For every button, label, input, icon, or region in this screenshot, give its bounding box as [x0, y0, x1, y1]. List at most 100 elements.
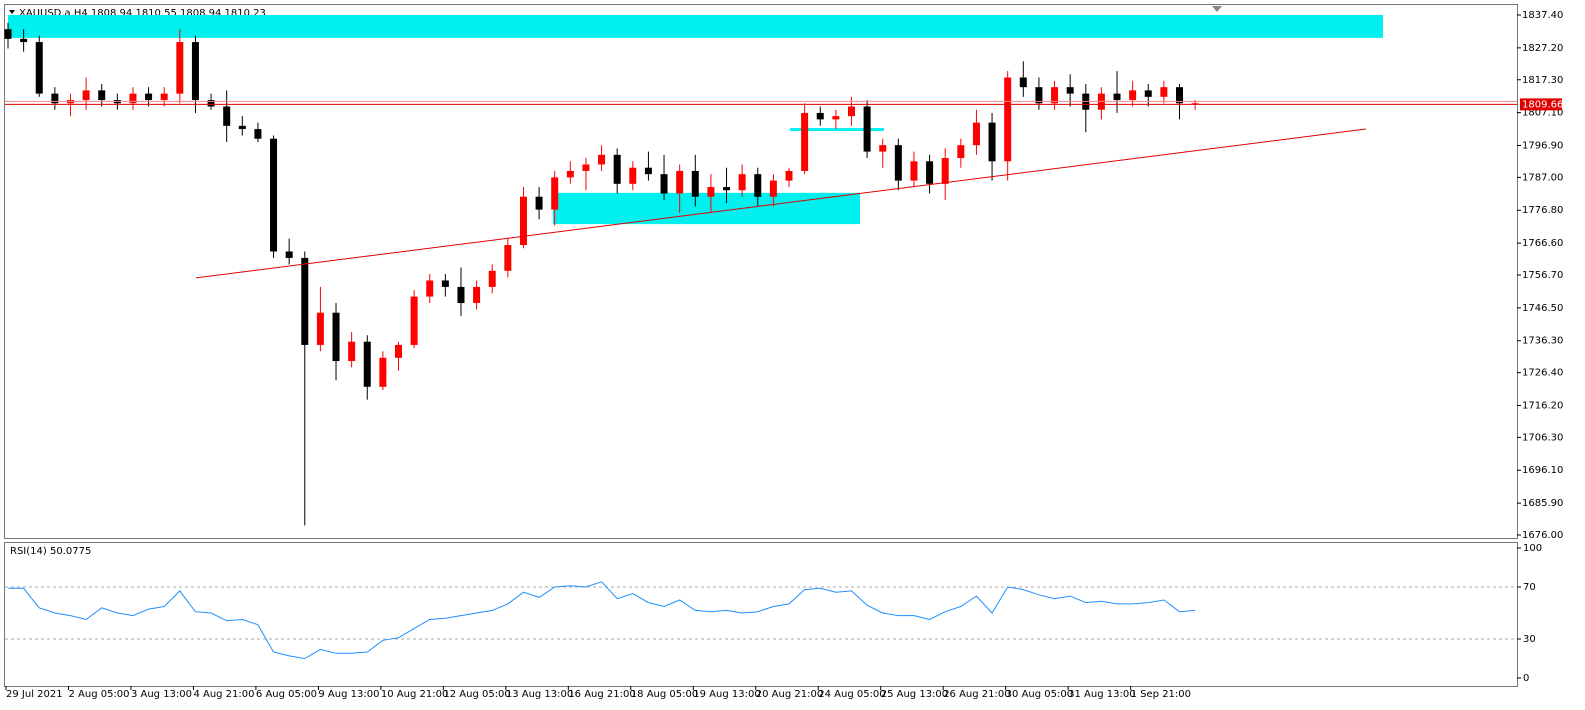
candle-body: [254, 129, 262, 139]
y-tick-label: 1706.30: [1522, 432, 1563, 443]
y-tick-label: 1817.30: [1522, 75, 1563, 86]
x-tick-label: 19 Aug 13:00: [693, 689, 760, 700]
x-tick-label: 10 Aug 21:00: [381, 689, 448, 700]
y-tick-label: 1685.90: [1522, 498, 1563, 509]
candle-body: [769, 180, 777, 197]
y-tick-label: 1766.60: [1522, 238, 1563, 249]
y-tick-label: 1787.00: [1522, 172, 1563, 183]
x-tick-label: 31 Aug 13:00: [1068, 689, 1135, 700]
candle-body: [441, 280, 449, 287]
candle-body: [551, 177, 559, 210]
candle-body: [395, 344, 402, 358]
y-tick-label: 1726.40: [1522, 368, 1563, 379]
x-tick-label: 13 Aug 13:00: [506, 689, 573, 700]
x-tick-label: 12 Aug 05:00: [443, 689, 510, 700]
shift-marker: [1212, 6, 1222, 12]
candle-body: [379, 357, 387, 387]
candle-body: [910, 161, 918, 181]
y-tick-label: 1807.10: [1522, 108, 1563, 119]
zone: [8, 15, 1383, 38]
candle-body: [1019, 77, 1027, 88]
y-tick-label: 30: [1523, 634, 1536, 645]
candle-body: [1004, 77, 1012, 162]
price-label-box: [1520, 98, 1562, 111]
candle-body: [707, 187, 715, 197]
candle-body: [676, 170, 684, 194]
candle-body: [785, 170, 793, 181]
candle-body: [301, 257, 309, 345]
x-tick-label: 6 Aug 05:00: [256, 689, 317, 700]
candle-body: [504, 245, 512, 271]
candle-body: [129, 93, 137, 104]
x-tick-label: 29 Jul 2021: [6, 689, 63, 700]
zone: [553, 192, 860, 225]
x-tick-label: 30 Aug 05:00: [1006, 689, 1073, 700]
candle-body: [754, 174, 762, 197]
candle-body: [82, 90, 90, 101]
y-tick-label: 1736.30: [1522, 336, 1563, 347]
rsi-title: RSI(14) 50.0775: [10, 546, 91, 557]
candle-body: [238, 125, 246, 130]
candle-body: [98, 90, 106, 101]
x-tick-label: 3 Aug 13:00: [131, 689, 192, 700]
candle-body: [332, 312, 340, 362]
price-label: 1809.66: [1522, 99, 1563, 110]
candle-body: [926, 161, 934, 184]
candle-body: [160, 93, 168, 101]
candle-body: [972, 122, 980, 146]
x-tick-label: 18 Aug 05:00: [631, 689, 698, 700]
candle-body: [535, 196, 543, 210]
candle-body: [1144, 90, 1152, 97]
candle-body: [519, 196, 527, 246]
candle-body: [847, 106, 855, 117]
candle-body: [426, 280, 434, 297]
y-tick-label: 70: [1523, 582, 1536, 593]
candle-body: [176, 42, 184, 94]
candle-body: [723, 187, 731, 191]
candle-body: [879, 145, 887, 152]
candle-body: [285, 251, 293, 258]
y-tick-label: 1746.50: [1522, 303, 1563, 314]
candle-body: [863, 106, 871, 152]
y-tick-label: 0: [1523, 673, 1529, 684]
chart-title: XAUUSD.a,H4 1808.94 1810.55 1808.94 1810…: [19, 8, 266, 19]
candle-body: [473, 286, 481, 304]
y-tick-label: 1716.20: [1522, 400, 1563, 411]
candle-body: [363, 341, 371, 387]
candle-body: [832, 116, 840, 120]
x-tick-label: 25 Aug 13:00: [881, 689, 948, 700]
candle-body: [223, 106, 231, 126]
candle-body: [988, 122, 996, 162]
main-panel: [4, 4, 1518, 539]
x-tick-label: 2 Aug 05:00: [68, 689, 129, 700]
candle-body: [51, 93, 59, 104]
candle-body: [191, 42, 199, 101]
x-tick-label: 26 Aug 21:00: [943, 689, 1010, 700]
candle-body: [488, 270, 496, 287]
candle-body: [35, 42, 43, 94]
trendline: [195, 128, 1367, 279]
rsi-line: [8, 581, 1196, 660]
candle-body: [691, 170, 699, 197]
y-tick-label: 1776.80: [1522, 205, 1563, 216]
candle-body: [1176, 87, 1183, 104]
zone: [790, 128, 884, 131]
candle-body: [1066, 87, 1074, 94]
candle-body: [644, 167, 652, 175]
x-tick-label: 24 Aug 05:00: [818, 689, 885, 700]
candle-body: [957, 145, 965, 159]
candle-body: [145, 93, 153, 101]
candle-body: [270, 138, 278, 252]
y-tick-label: 1696.10: [1522, 465, 1563, 476]
candle-body: [1129, 90, 1137, 101]
candle-body: [410, 296, 418, 345]
candle-body: [816, 112, 824, 120]
y-tick-label: 1676.00: [1522, 530, 1563, 541]
candle-body: [1160, 87, 1168, 97]
y-tick-label: 1756.70: [1522, 270, 1563, 281]
candle-body: [4, 29, 12, 39]
candle-body: [894, 145, 902, 181]
menu-arrow: [9, 10, 15, 14]
